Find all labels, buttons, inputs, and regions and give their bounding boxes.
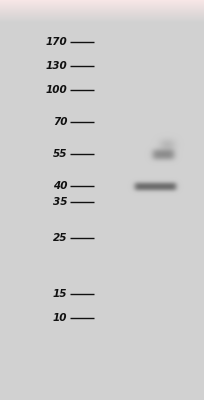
Text: 25: 25 <box>53 233 67 243</box>
Text: 35: 35 <box>53 197 67 207</box>
Text: 15: 15 <box>53 289 67 299</box>
Text: 170: 170 <box>45 37 67 47</box>
Text: 130: 130 <box>45 61 67 71</box>
Text: 40: 40 <box>53 181 67 191</box>
Text: 55: 55 <box>53 149 67 159</box>
Text: 10: 10 <box>53 313 67 323</box>
Text: 70: 70 <box>53 117 67 127</box>
Text: 100: 100 <box>45 85 67 95</box>
